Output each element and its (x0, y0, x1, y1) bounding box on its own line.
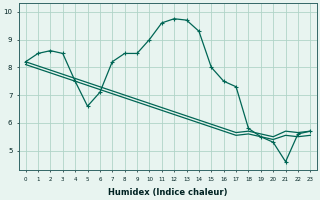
X-axis label: Humidex (Indice chaleur): Humidex (Indice chaleur) (108, 188, 228, 197)
